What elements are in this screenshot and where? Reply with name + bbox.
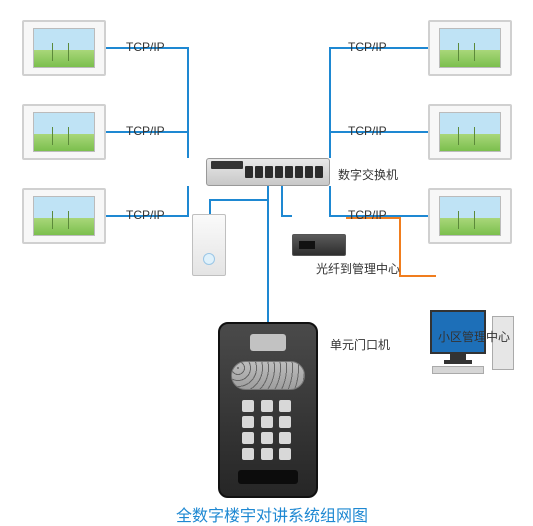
door-station-label: 单元门口机 <box>330 336 390 353</box>
indoor-monitor-4 <box>428 20 512 76</box>
protocol-label-3: TCP/IP <box>126 208 165 222</box>
indoor-monitor-1 <box>22 20 106 76</box>
door-station <box>218 322 318 498</box>
protocol-label-5: TCP/IP <box>348 124 387 138</box>
protocol-label-6: TCP/IP <box>348 208 387 222</box>
fiber-link-label: 光纤到管理中心 <box>316 260 400 277</box>
fiber-media-converter <box>292 234 346 256</box>
protocol-label-4: TCP/IP <box>348 40 387 54</box>
network-switch <box>206 158 330 186</box>
indoor-monitor-5 <box>428 104 512 160</box>
indoor-monitor-2 <box>22 104 106 160</box>
indoor-monitor-3 <box>22 188 106 244</box>
management-center-label: 小区管理中心 <box>438 328 510 345</box>
indoor-monitor-6 <box>428 188 512 244</box>
switch-label: 数字交换机 <box>338 166 398 183</box>
protocol-label-2: TCP/IP <box>126 124 165 138</box>
power-supply-box <box>192 214 226 276</box>
diagram-title: 全数字楼宇对讲系统组网图 <box>176 502 368 526</box>
protocol-label-1: TCP/IP <box>126 40 165 54</box>
